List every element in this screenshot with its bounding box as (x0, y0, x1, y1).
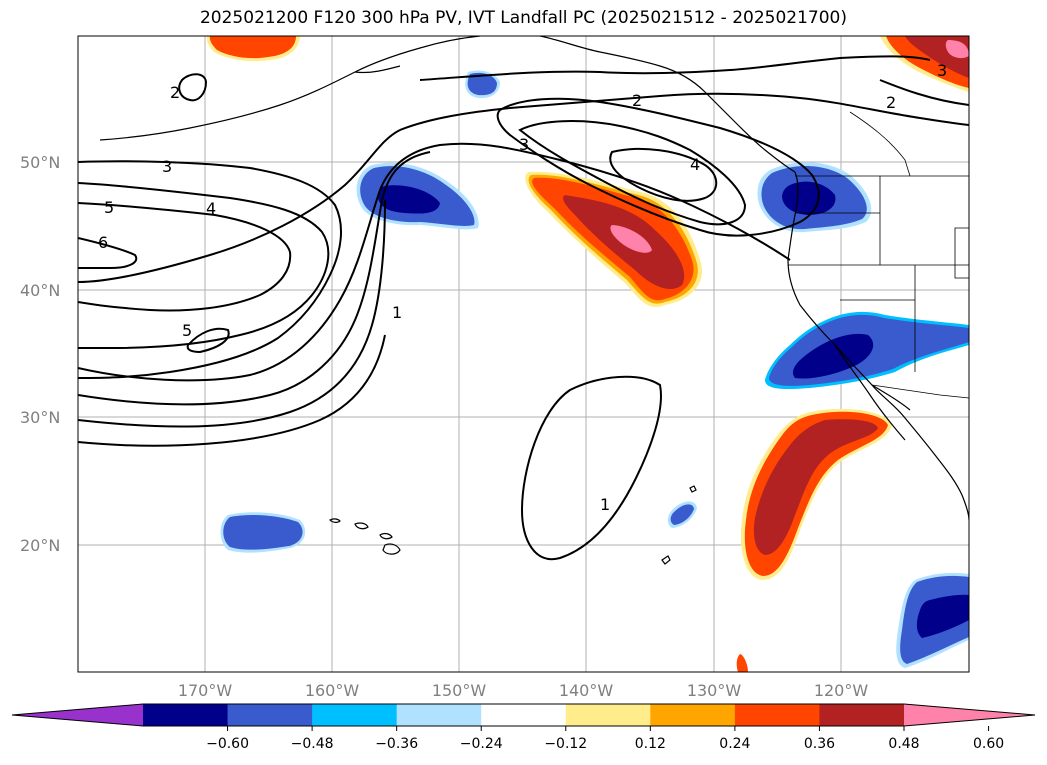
contour-label-6: 6 (98, 233, 108, 252)
lon-label-140w: 140°W (559, 681, 614, 700)
positive-anomaly-fill (206, 36, 969, 672)
colorbar-extend-high (904, 704, 1035, 726)
colorbar-bin (734, 704, 820, 726)
colorbar-tick-label: 0.12 (635, 736, 666, 752)
colorbar-bin (396, 704, 482, 726)
lon-label-130w: 130°W (687, 681, 742, 700)
lat-label-30n: 30°N (20, 408, 60, 427)
negative-anomaly-fill (220, 70, 969, 668)
map-frame (77, 35, 970, 673)
contour-label-2-c: 2 (170, 83, 180, 102)
colorbar-tick-label: 0.48 (888, 736, 919, 752)
colorbar-bin (819, 704, 905, 726)
contour-label-1-b: 1 (600, 495, 610, 514)
lon-label-160w: 160°W (305, 681, 360, 700)
colorbar-tick-label: −0.36 (375, 736, 418, 752)
colorbar-tick-label: −0.48 (291, 736, 334, 752)
contour-label-3-a: 3 (162, 157, 172, 176)
colorbar-tick-label: −0.60 (206, 736, 249, 752)
lat-label-20n: 20°N (20, 536, 60, 555)
colorbar-tick-label: 0.60 (973, 736, 1004, 752)
contour-label-3-c: 3 (937, 61, 947, 80)
colorbar-bin (565, 704, 651, 726)
contour-label-4-a: 4 (206, 199, 216, 218)
coastlines (99, 36, 969, 565)
colorbar-tick-label: 0.36 (804, 736, 835, 752)
pv-contours (78, 55, 969, 561)
colorbar: −0.60 −0.48 −0.36 −0.24 −0.12 0.12 0.24 0.36 0.4… (11, 703, 1036, 752)
lat-label-50n: 50°N (20, 153, 60, 172)
colorbar-bin (143, 704, 229, 726)
lon-label-120w: 120°W (814, 681, 869, 700)
borders (788, 111, 969, 399)
contour-label-1-a: 1 (392, 303, 402, 322)
colorbar-bin (312, 704, 398, 726)
contour-label-4-b: 4 (690, 155, 700, 174)
map-title: 2025021200 F120 300 hPa PV, IVT Landfall… (199, 8, 847, 28)
colorbar-bin (227, 704, 313, 726)
colorbar-outline (11, 703, 1036, 727)
colorbar-tick-label: −0.12 (544, 736, 587, 752)
colorbar-tick-label: 0.24 (719, 736, 750, 752)
contour-label-5-b: 5 (182, 321, 192, 340)
colorbar-extend-low (12, 704, 143, 726)
latitude-labels: 20°N 30°N 40°N 50°N (20, 153, 60, 555)
lon-label-170w: 170°W (178, 681, 233, 700)
colorbar-bin (481, 704, 567, 726)
contour-label-3-b: 3 (519, 135, 529, 154)
colorbar-tick-label: −0.24 (460, 736, 503, 752)
contour-labels: 1 1 2 2 2 3 3 3 4 4 5 5 6 (98, 61, 947, 514)
contour-label-5-a: 5 (104, 198, 114, 217)
colorbar-bin (650, 704, 736, 726)
contour-label-2-a: 2 (632, 91, 642, 110)
contour-label-2-b: 2 (886, 93, 896, 112)
longitude-labels: 170°W 160°W 150°W 140°W 130°W 120°W (178, 681, 869, 700)
lat-label-40n: 40°N (20, 281, 60, 300)
lon-label-150w: 150°W (432, 681, 487, 700)
